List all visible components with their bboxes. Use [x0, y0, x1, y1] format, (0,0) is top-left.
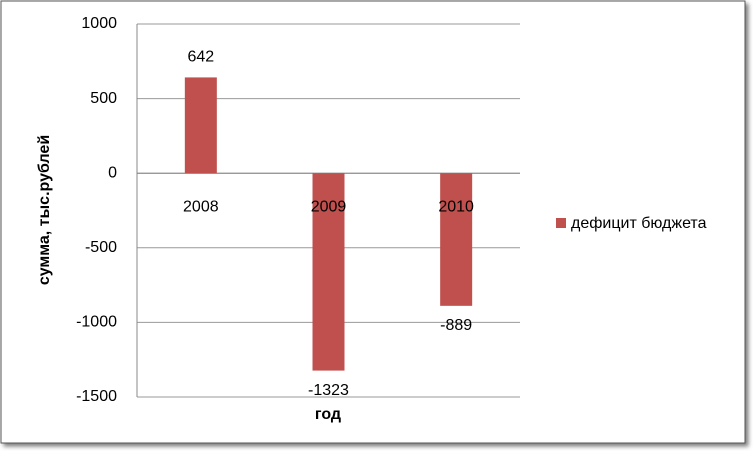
x-tick-label: 2008 [183, 198, 219, 215]
x-tick-label: 2010 [438, 198, 474, 215]
x-tick-label: 2009 [311, 198, 347, 215]
y-tick-label: 1000 [81, 15, 117, 32]
legend-label: дефицит бюджета [571, 215, 707, 232]
x-axis-title: год [315, 406, 341, 423]
chart-frame [0, 0, 746, 444]
y-tick-label: 500 [90, 90, 117, 107]
bar [312, 173, 345, 371]
y-tick-label: -1000 [76, 314, 117, 331]
bar [184, 77, 217, 174]
legend-swatch [556, 218, 566, 228]
bar [440, 173, 473, 306]
y-tick-label: 0 [108, 164, 117, 181]
y-axis-title: сумма, тыс.рублей [36, 135, 53, 285]
y-tick-label: -500 [85, 239, 117, 256]
data-label: -889 [440, 317, 472, 334]
data-label: 642 [187, 49, 214, 66]
y-tick-label: -1500 [76, 388, 117, 405]
data-label: -1323 [308, 382, 349, 399]
